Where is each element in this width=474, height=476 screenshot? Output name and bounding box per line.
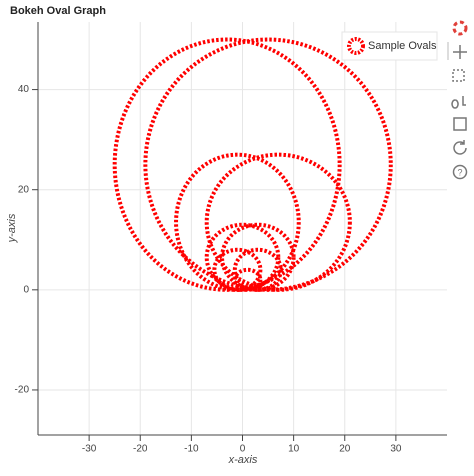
y-tick-label: 0 — [23, 284, 29, 295]
x-tick-label: -30 — [82, 444, 97, 455]
save-tool[interactable] — [453, 117, 467, 131]
bokeh-logo[interactable] — [452, 20, 468, 36]
x-tick-label: -10 — [184, 444, 199, 455]
y-tick-label: 40 — [18, 84, 30, 95]
help-icon: ? — [457, 167, 462, 177]
plot-area — [112, 37, 393, 292]
x-tick-label: 0 — [240, 444, 246, 455]
legend-box — [341, 31, 438, 61]
help-tool[interactable] — [452, 164, 468, 180]
x-tick-label: 10 — [288, 444, 300, 455]
pan-tool[interactable] — [453, 45, 467, 59]
x-tick-label: 30 — [390, 444, 402, 455]
x-axis-label: x-axis — [228, 454, 258, 466]
x-tick-label: 20 — [339, 444, 351, 455]
oval — [112, 37, 342, 292]
y-tick-label: 20 — [18, 184, 30, 195]
toolbar: ? — [451, 20, 468, 180]
oval — [220, 222, 296, 292]
oval — [204, 152, 352, 292]
chart-title: Bokeh Oval Graph — [10, 5, 106, 17]
legend-glyph — [347, 37, 365, 55]
oval — [232, 247, 283, 292]
box-zoom-tool[interactable] — [452, 69, 465, 82]
x-tick-label: -20 — [133, 444, 148, 455]
oval — [232, 267, 263, 292]
legend-label: Sample Ovals — [368, 40, 437, 52]
oval — [212, 247, 263, 292]
wheel-zoom-tool[interactable] — [451, 96, 466, 109]
reset-tool[interactable] — [453, 140, 467, 155]
y-tick-label: -20 — [15, 385, 30, 396]
y-axis-label: y-axis — [6, 213, 18, 243]
